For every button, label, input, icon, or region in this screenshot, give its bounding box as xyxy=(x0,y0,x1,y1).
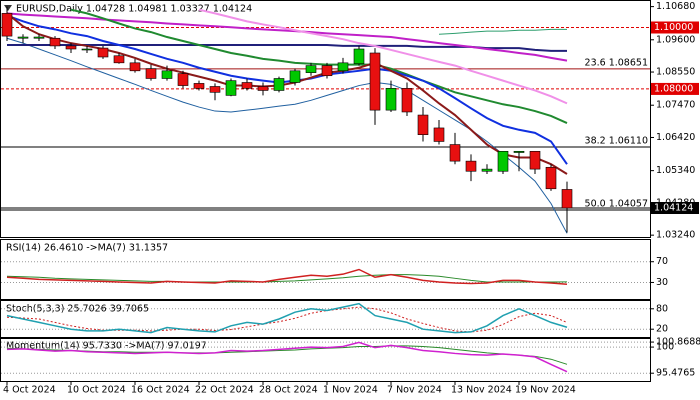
x-tick-label: 28 Oct 2024 xyxy=(259,385,318,396)
candle-body xyxy=(545,166,557,190)
y-tick-label: 1.09600 xyxy=(656,34,695,45)
y-tick-label: 95.4765 xyxy=(656,368,695,379)
candle-body xyxy=(481,168,493,172)
level-label: 1.08000 xyxy=(654,83,693,94)
indicator-line xyxy=(70,8,568,124)
y-tick-label: 1.03240 xyxy=(656,230,695,241)
candle-body xyxy=(385,88,397,111)
y-tick-label: 1.06420 xyxy=(656,132,695,143)
candle-body xyxy=(417,114,429,136)
candle-body xyxy=(1,13,13,37)
candle-body xyxy=(177,73,189,86)
level-label-box xyxy=(651,21,699,34)
panel-title: Momentum(14) 95.7330 ->MA(7) 97.0197 xyxy=(6,341,207,352)
fibonacci-label: 50.0 1.04057 xyxy=(585,199,648,210)
candle-body xyxy=(97,47,109,58)
main-panel-frame xyxy=(0,0,651,238)
fibonacci-label: 38.2 1.06110 xyxy=(585,135,648,146)
candle-body xyxy=(129,62,141,72)
x-tick-label: 22 Oct 2024 xyxy=(195,385,254,396)
panel-title: RSI(14) 26.4610 ->MA(7) 31.1357 xyxy=(6,243,168,254)
y-tick-label: 80 xyxy=(656,303,668,314)
candle-body xyxy=(353,48,365,65)
y-tick-label: 1.10680 xyxy=(656,1,695,12)
candle-body xyxy=(433,127,445,142)
candle-body xyxy=(289,70,301,83)
candle-body xyxy=(337,62,349,72)
candle-body xyxy=(81,48,93,51)
candle-body xyxy=(561,189,573,209)
indicator-line xyxy=(6,12,568,62)
x-tick-label: 4 Oct 2024 xyxy=(3,385,56,396)
candle-body xyxy=(113,55,125,64)
candle-body xyxy=(65,45,77,50)
candle-body xyxy=(529,150,541,170)
y-tick-label: 20 xyxy=(656,324,668,335)
candle-body xyxy=(241,82,253,89)
candle-body xyxy=(193,83,205,89)
fibonacci-label: 23.6 1.08651 xyxy=(585,57,648,68)
y-tick-label: 70 xyxy=(656,256,668,267)
candle-body xyxy=(17,36,29,39)
candle-body xyxy=(209,86,221,93)
candle-body xyxy=(449,144,461,162)
candle-body xyxy=(161,70,173,79)
candle-body xyxy=(321,65,333,77)
candle-body xyxy=(465,160,477,172)
indicator-line xyxy=(6,302,568,334)
y-tick-label: 100 xyxy=(656,342,674,353)
level-label-box xyxy=(651,202,699,215)
indicator-line xyxy=(438,28,567,35)
y-tick-label: 1.08550 xyxy=(656,67,695,78)
indicator-line xyxy=(6,14,568,165)
indicator-line xyxy=(6,274,568,283)
momentum-panel-frame xyxy=(0,338,651,382)
x-tick-label: 19 Nov 2024 xyxy=(515,385,576,396)
x-tick-label: 10 Oct 2024 xyxy=(67,385,126,396)
level-label: 1.10000 xyxy=(654,22,693,33)
indicator-line xyxy=(198,8,568,105)
symbol-icon xyxy=(4,5,12,11)
y-tick-label: 1.05340 xyxy=(656,165,695,176)
stoch-panel-frame xyxy=(0,300,651,338)
candle-body xyxy=(273,78,285,91)
x-tick-label: 13 Nov 2024 xyxy=(451,385,512,396)
level-label-box xyxy=(651,82,699,95)
candle-body xyxy=(257,86,269,91)
x-tick-label: 1 Nov 2024 xyxy=(323,385,378,396)
indicator-line xyxy=(6,37,568,234)
candle-body xyxy=(369,52,381,111)
y-tick-label: 30 xyxy=(656,277,668,288)
indicator-line xyxy=(6,341,568,373)
candle-body xyxy=(497,150,509,172)
y-tick-label: 100.8688 xyxy=(656,337,700,348)
candle-body xyxy=(305,65,317,73)
rsi-panel-frame xyxy=(0,239,651,300)
panel-title: Stoch(5,3,3) 25.7026 39.7065 xyxy=(6,304,149,315)
indicator-line xyxy=(6,268,568,286)
candle-body xyxy=(145,68,157,79)
candle-body xyxy=(513,150,525,153)
candle-body xyxy=(225,80,237,96)
candle-body xyxy=(49,37,61,47)
candle-body xyxy=(401,88,413,113)
level-label: 1.04124 xyxy=(654,203,693,214)
x-tick-label: 16 Oct 2024 xyxy=(131,385,190,396)
x-tick-label: 7 Nov 2024 xyxy=(387,385,442,396)
panel-title: EURUSD,Daily 1.04728 1.04981 1.03327 1.0… xyxy=(16,4,252,15)
y-tick-label: 1.07470 xyxy=(656,100,695,111)
candle-body xyxy=(33,36,45,39)
